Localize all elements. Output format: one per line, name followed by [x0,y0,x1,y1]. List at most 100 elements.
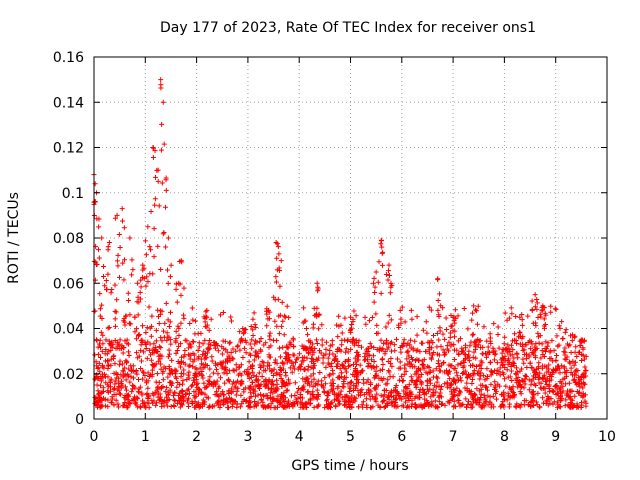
data-point [204,394,210,400]
data-point [536,404,542,410]
data-point [550,358,556,364]
data-point [208,342,214,348]
data-point [381,404,387,410]
data-point [128,374,134,380]
data-point [191,379,197,385]
data-point [194,403,200,409]
data-point [216,385,222,391]
data-point [471,372,477,378]
data-point [517,368,523,374]
data-point [140,398,146,404]
data-point [314,280,320,286]
data-point [543,378,549,384]
data-point [401,388,407,394]
x-tick-label: 7 [449,429,458,445]
data-point [324,393,330,399]
data-point [319,337,325,343]
x-tick-label: 4 [295,429,304,445]
data-point [367,341,373,347]
data-point [471,349,477,355]
data-point [157,391,163,397]
data-point [167,309,173,315]
data-point [191,357,197,363]
data-point [274,255,280,261]
data-point [315,378,321,384]
data-point [415,368,421,374]
data-point [400,378,406,384]
data-point [582,364,588,370]
data-point [151,226,157,232]
data-point [161,141,167,147]
data-point [373,269,379,275]
data-point [456,377,462,383]
data-point [312,346,318,352]
data-point [277,402,283,408]
data-point [380,367,385,373]
data-point [215,348,221,354]
data-point [127,312,133,318]
data-point [353,371,359,377]
data-point [93,337,99,343]
data-point [94,402,100,408]
data-point [347,384,353,390]
data-point [362,314,368,320]
data-point [266,385,272,391]
data-point [202,391,208,397]
data-point [381,376,387,382]
data-point [111,386,117,392]
data-point [502,353,508,359]
data-point [517,333,523,339]
data-point [253,325,259,331]
data-point [121,225,127,231]
data-point [105,404,111,410]
data-point [418,371,424,377]
data-point [364,404,370,410]
data-point [130,267,136,273]
data-point [402,319,408,325]
data-point [108,290,114,296]
data-point [495,331,501,337]
data-point [478,358,484,364]
data-point [173,350,179,356]
data-point [524,351,530,357]
data-point [279,384,285,390]
data-point [426,347,432,353]
data-point [469,376,475,382]
data-point [320,360,326,366]
data-point [386,268,392,274]
data-point [496,345,502,351]
data-point [159,338,165,344]
data-point [131,375,137,381]
data-point [100,362,106,368]
data-point [160,377,166,383]
data-point [167,274,173,280]
data-point [389,339,395,345]
data-point [518,391,524,397]
data-point [580,352,586,358]
data-point [105,397,111,403]
data-point [379,250,385,256]
data-point [135,396,141,402]
data-point [159,180,165,186]
data-point [305,389,311,395]
data-point [301,383,307,389]
data-point [274,377,280,383]
data-point [135,312,141,318]
data-point [127,235,133,241]
data-point [475,370,481,376]
data-point [485,351,491,357]
data-point [296,351,302,357]
data-point [135,280,141,286]
data-point [238,392,244,398]
data-point [442,402,448,408]
data-point [496,369,502,375]
data-point [378,337,384,343]
data-point [156,320,162,326]
data-point [151,364,157,370]
data-point [129,397,135,403]
data-point [440,331,446,337]
x-tick-label: 2 [192,429,201,445]
data-point [456,400,462,406]
data-point [369,315,375,321]
data-point [378,290,384,296]
